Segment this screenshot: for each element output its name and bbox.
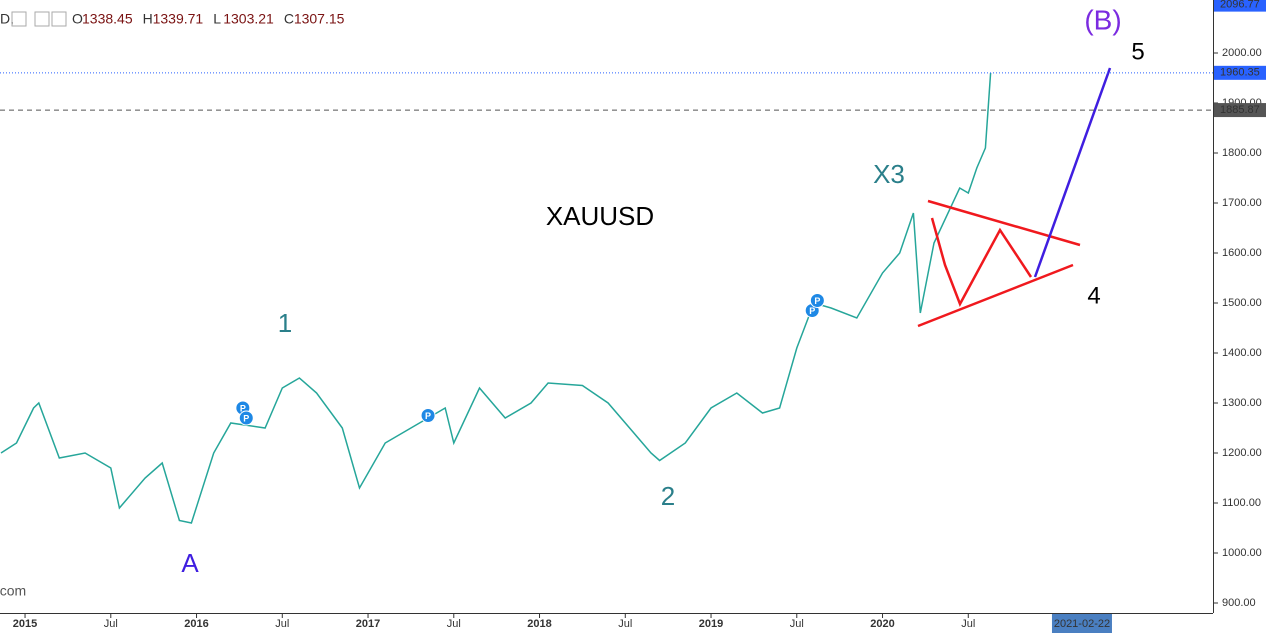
y-tick-label: 1300.00 [1222, 397, 1262, 409]
x-tick-label: 2020 [870, 618, 894, 630]
price-label-bg [1214, 65, 1266, 80]
annotation: (B) [1084, 4, 1121, 35]
ohlc-key: O [72, 11, 83, 27]
annotation: 5 [1131, 38, 1144, 65]
y-tick-label: 1200.00 [1222, 447, 1262, 459]
ohlc-value: 1338.45 [82, 11, 133, 27]
annotation: XAUUSD [546, 201, 654, 231]
annotation: X3 [873, 159, 905, 189]
y-tick-label: 1800.00 [1222, 147, 1262, 159]
event-marker [809, 293, 825, 308]
event-marker [420, 408, 436, 423]
y-tick-label: 900.00 [1222, 597, 1256, 609]
drawn-wave [930, 217, 1033, 307]
y-axis-panel [1213, 0, 1273, 633]
header-bg [0, 0, 360, 38]
x-tick-label: Jul [790, 618, 804, 630]
price-line [0, 72, 992, 524]
ohlc-value: 1307.15 [294, 11, 345, 27]
event-label: P [240, 403, 246, 413]
icon[interactable] [11, 11, 27, 27]
x-tick-label: Jul [447, 618, 461, 630]
event-label: P [425, 411, 431, 421]
y-tick-label: 2000.00 [1222, 47, 1262, 59]
icon[interactable] [51, 11, 67, 27]
x-tick-label: Jul [618, 618, 632, 630]
symbol: D, [0, 11, 14, 27]
x-tick-label: 2018 [527, 618, 551, 630]
drawn-line [927, 199, 1081, 247]
x-tick-label: 2016 [184, 618, 208, 630]
ohlc-key: L [213, 11, 221, 27]
ohlc-key: C [284, 11, 294, 27]
ohlc-key: H [143, 11, 153, 27]
y-tick-label: 1100.00 [1222, 497, 1261, 509]
y-tick-label: 1500.00 [1222, 297, 1262, 309]
annotation: 4 [1087, 282, 1100, 309]
ohlc-value: 1339.71 [153, 11, 204, 27]
y-tick-label: 1600.00 [1222, 247, 1262, 259]
drawn-line [917, 263, 1074, 328]
x-tick-label: 2017 [356, 618, 380, 630]
price-label-bg [1214, 103, 1266, 118]
crosshair-x-bg [1051, 614, 1112, 633]
x-tick-label: Jul [104, 618, 118, 630]
y-tick-label: 1400.00 [1222, 347, 1262, 359]
annotation: 1 [278, 308, 292, 338]
event-marker [238, 410, 254, 426]
x-tick-label: Jul [275, 618, 289, 630]
annotation: A [181, 548, 199, 578]
price-label: 1885.87 [1220, 104, 1260, 116]
event-label: P [809, 306, 815, 316]
x-tick-label: 2015 [13, 618, 37, 630]
event-label: P [243, 413, 249, 423]
y-tick-label: 1700.00 [1222, 197, 1262, 209]
drawn-line [1033, 67, 1112, 278]
price-label: 2096.77 [1220, 0, 1260, 11]
triangle-drawing [917, 199, 1081, 328]
icon[interactable] [34, 11, 50, 27]
x-tick-label: 2019 [699, 618, 723, 630]
x-tick-label: Jul [961, 618, 975, 630]
annotation: .com [0, 583, 26, 599]
event-label: P [814, 296, 820, 306]
y-tick-label: 1000.00 [1222, 547, 1262, 559]
annotation: 2 [661, 481, 675, 511]
price-label: 1960.35 [1220, 67, 1260, 79]
crosshair-x-label: 2021-02-22 [1054, 618, 1110, 630]
ohlc-value: 1303.21 [223, 11, 274, 27]
price-label-bg [1214, 0, 1266, 12]
